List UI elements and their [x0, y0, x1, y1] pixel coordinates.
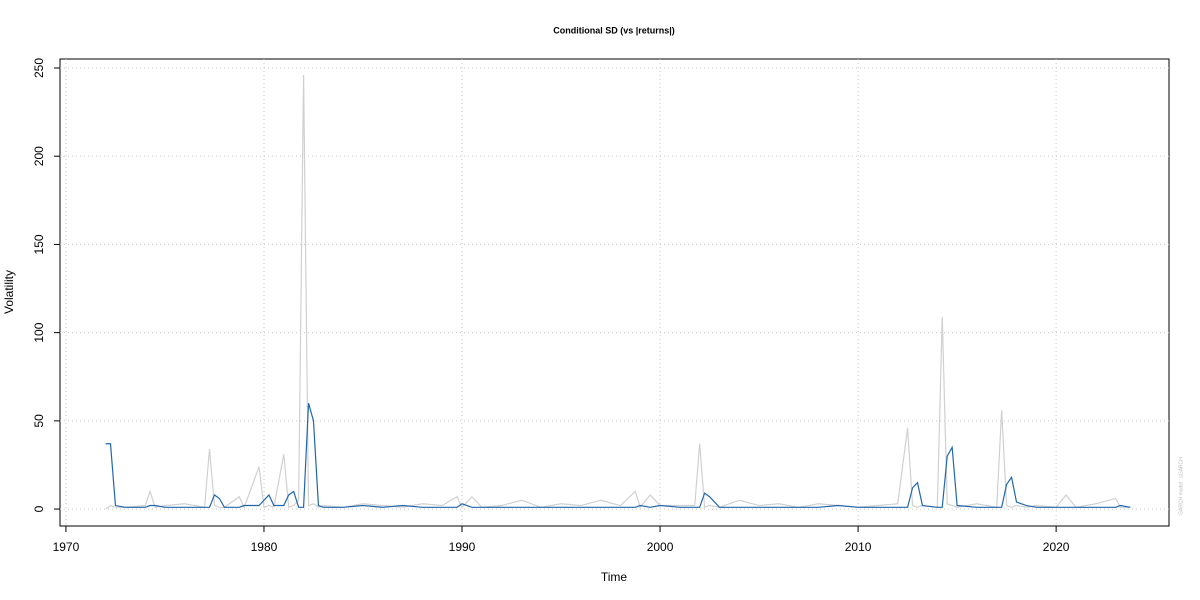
x-tick-label: 2000: [647, 540, 674, 554]
x-tick-label: 2010: [845, 540, 872, 554]
y-axis-label: Volatility: [2, 270, 16, 314]
y-tick-label: 100: [32, 322, 46, 342]
x-tick-label: 1980: [251, 540, 278, 554]
chart-title: Conditional SD (vs |returns|): [553, 25, 675, 35]
x-tick-label: 2020: [1043, 540, 1070, 554]
series-line: [105, 75, 1131, 510]
x-tick-label: 1970: [53, 540, 80, 554]
plot-frame: [59, 58, 1170, 527]
y-tick-label: 150: [32, 234, 46, 254]
y-tick-label: 0: [32, 505, 46, 512]
x-axis-label: Time: [601, 570, 628, 584]
y-tick-label: 50: [32, 414, 46, 428]
series-line: [105, 403, 1131, 508]
y-tick-label: 200: [32, 146, 46, 166]
watermark: GARCH model : sGARCH: [1178, 457, 1184, 515]
y-tick-label: 250: [32, 58, 46, 78]
x-tick-label: 1990: [449, 540, 476, 554]
